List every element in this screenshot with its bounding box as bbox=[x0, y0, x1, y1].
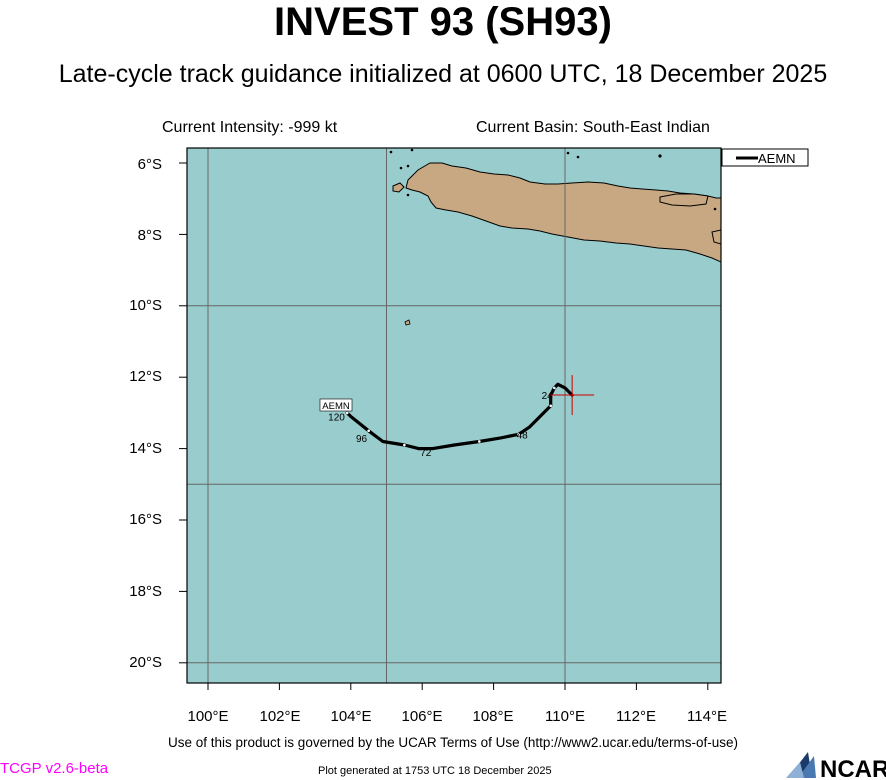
ncar-logo-text: NCAR bbox=[820, 756, 886, 780]
lat-tick-label: 6°S bbox=[138, 156, 162, 173]
lat-tick-label: 8°S bbox=[138, 227, 162, 244]
ncar-logo-mark bbox=[786, 752, 816, 778]
legend-entry: AEMN bbox=[758, 151, 796, 166]
legend: AEMN bbox=[721, 148, 809, 167]
island-dot bbox=[389, 150, 393, 154]
island-dot bbox=[566, 151, 570, 155]
small-island bbox=[404, 319, 411, 326]
lat-tick-label: 12°S bbox=[129, 368, 162, 385]
forecast-hour-label: 48 bbox=[517, 430, 529, 441]
lon-tick-label: 106°E bbox=[401, 708, 442, 725]
track-segment-markers bbox=[345, 386, 556, 447]
terms-of-use: Use of this product is governed by the U… bbox=[168, 735, 738, 750]
island-dot bbox=[410, 148, 414, 152]
island-dot bbox=[399, 166, 403, 170]
axis-ticks bbox=[179, 162, 709, 690]
lat-tick-label: 20°S bbox=[129, 654, 162, 671]
lon-tick-labels: 100°E 102°E 104°E 106°E 108°E 110°E 112°… bbox=[187, 708, 726, 725]
legend-box bbox=[721, 148, 809, 167]
forecast-hour-label: 72 bbox=[420, 448, 432, 459]
page-subtitle: Late-cycle track guidance initialized at… bbox=[58, 60, 828, 88]
model-label-box bbox=[319, 398, 353, 412]
island-dot bbox=[406, 164, 410, 168]
model-start-label: AEMN bbox=[322, 401, 350, 412]
lon-tick-label: 100°E bbox=[187, 708, 228, 725]
track-point bbox=[403, 443, 406, 447]
land-layer bbox=[389, 148, 721, 326]
lon-tick-label: 114°E bbox=[687, 708, 727, 725]
track-point bbox=[478, 440, 481, 443]
bali-island bbox=[711, 229, 721, 245]
island-dot bbox=[576, 155, 580, 159]
forecast-hour-labels: 24 48 72 96 120 bbox=[328, 391, 553, 459]
track-point bbox=[517, 433, 520, 436]
generated-timestamp: Plot generated at 1753 UTC 18 December 2… bbox=[318, 765, 552, 777]
current-basin: Current Basin: South-East Indian bbox=[476, 119, 710, 136]
track-point bbox=[549, 404, 553, 408]
island-dot bbox=[713, 207, 717, 211]
island-dot bbox=[658, 154, 662, 158]
ncar-logo: NCAR bbox=[786, 752, 886, 780]
forecast-hour-label: 24 bbox=[542, 391, 554, 402]
plot-frame bbox=[186, 147, 722, 684]
current-position-marker bbox=[550, 375, 595, 416]
gridlines bbox=[187, 148, 721, 683]
lon-tick-label: 112°E bbox=[616, 708, 656, 725]
forecast-hour-label: 96 bbox=[356, 434, 368, 445]
madura-island bbox=[659, 193, 709, 207]
lat-tick-label: 14°S bbox=[129, 440, 162, 457]
lat-tick-labels: 6°S 8°S 10°S 12°S 14°S 16°S 18°S 20°S bbox=[129, 156, 162, 671]
lat-tick-label: 10°S bbox=[129, 297, 162, 314]
track-point bbox=[367, 429, 370, 433]
java-island bbox=[405, 162, 721, 263]
forecast-hour-label: 120 bbox=[328, 412, 345, 423]
lon-tick-label: 110°E bbox=[545, 708, 585, 725]
lat-tick-label: 16°S bbox=[129, 511, 162, 528]
version-label: TCGP v2.6-beta bbox=[0, 760, 109, 777]
track-point bbox=[345, 411, 349, 415]
lon-tick-label: 102°E bbox=[259, 708, 300, 725]
sumatra-tip bbox=[392, 182, 405, 193]
lon-tick-label: 108°E bbox=[472, 708, 513, 725]
track-point bbox=[552, 386, 556, 390]
lon-tick-label: 104°E bbox=[330, 708, 371, 725]
page-title: INVEST 93 (SH93) bbox=[274, 0, 612, 44]
lat-tick-label: 18°S bbox=[129, 583, 162, 600]
current-intensity: Current Intensity: -999 kt bbox=[162, 119, 338, 136]
island-dot bbox=[406, 193, 410, 197]
